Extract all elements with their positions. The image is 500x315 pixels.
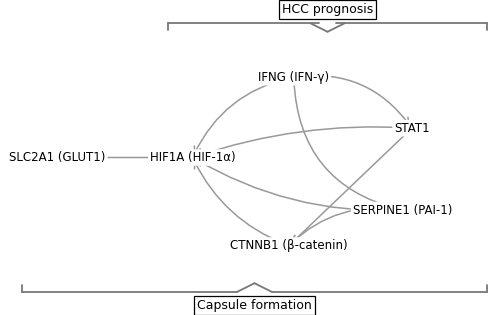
Text: IFNG (IFN-γ): IFNG (IFN-γ)	[258, 71, 330, 84]
Text: CTNNB1 (β-catenin): CTNNB1 (β-catenin)	[230, 239, 348, 252]
Text: HCC prognosis: HCC prognosis	[282, 3, 373, 16]
Text: STAT1: STAT1	[394, 122, 430, 135]
Text: Capsule formation: Capsule formation	[198, 299, 312, 312]
Text: HIF1A (HIF-1α): HIF1A (HIF-1α)	[150, 151, 236, 164]
Text: SERPINE1 (PAI-1): SERPINE1 (PAI-1)	[352, 203, 452, 216]
Text: SLC2A1 (GLUT1): SLC2A1 (GLUT1)	[10, 151, 106, 164]
